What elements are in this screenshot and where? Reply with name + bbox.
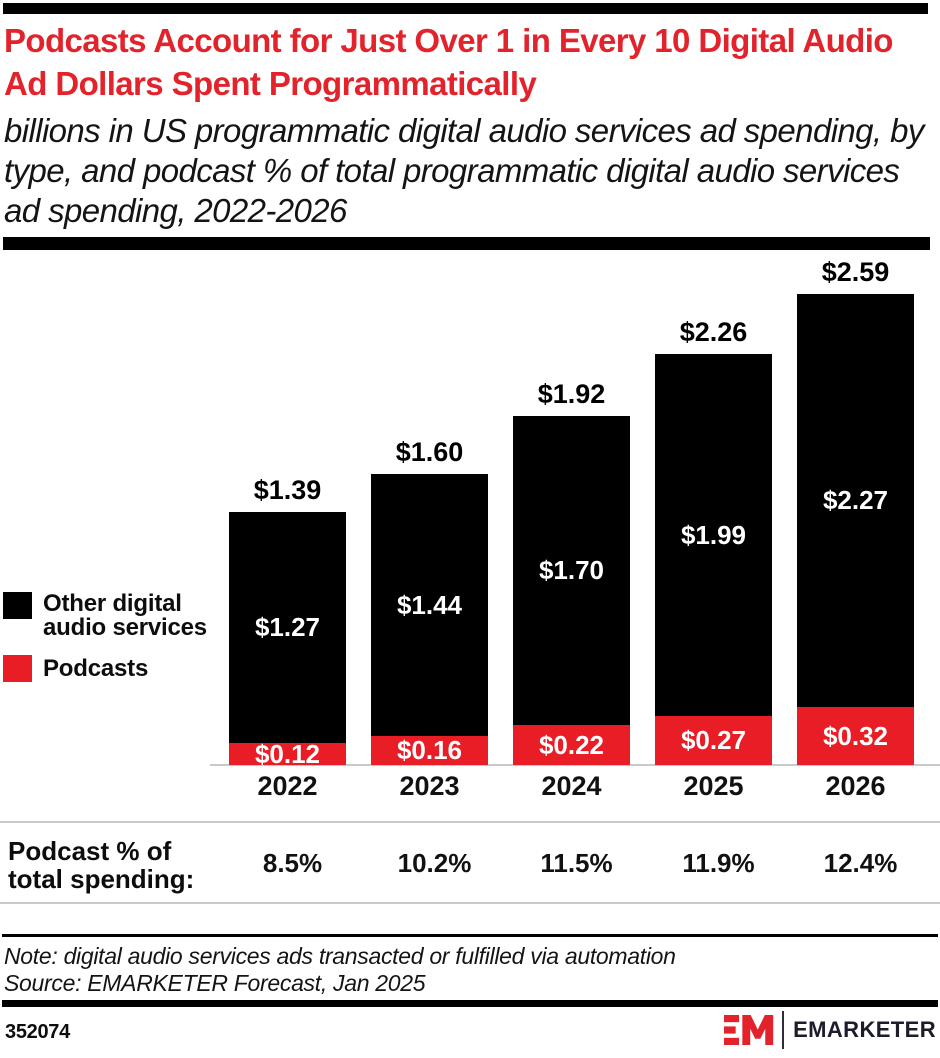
percent-row-value: 10.2% xyxy=(397,848,472,878)
percent-row-value: 11.5% xyxy=(540,848,613,878)
emarketer-logo: EMARKETER xyxy=(724,1010,936,1050)
bar-segment-other: $1.99 xyxy=(655,354,772,716)
bar-value-other: $2.27 xyxy=(822,485,889,515)
emarketer-wordmark: EMARKETER xyxy=(793,1017,936,1042)
bar-total-label: $1.39 xyxy=(253,475,322,505)
bar-segment-podcasts: $0.32 xyxy=(797,707,914,765)
separator-line-bottom xyxy=(0,902,940,904)
bar-value-other: $1.44 xyxy=(396,589,463,620)
footer-divider-bar xyxy=(2,1000,938,1007)
x-axis-tick-label: 2022 xyxy=(257,771,318,801)
bar-value-other: $1.70 xyxy=(538,555,605,585)
separator-line-top xyxy=(0,821,940,823)
bar-segment-other: $1.27 xyxy=(229,512,346,743)
top-divider-bar xyxy=(3,3,928,14)
bar-total-label: $1.60 xyxy=(395,437,464,467)
bar-value-podcasts: $0.16 xyxy=(396,735,463,765)
bar-segment-podcasts: $0.12 xyxy=(229,739,346,769)
bar-segment-other: $1.70 xyxy=(513,416,630,725)
percent-row-value: 8.5% xyxy=(262,848,323,878)
header-divider-bar xyxy=(3,237,930,250)
chart-id: 352074 xyxy=(5,1021,70,1043)
legend-swatch-podcasts-icon xyxy=(3,655,32,682)
legend-swatch-other-icon xyxy=(3,592,32,619)
bar-value-podcasts: $0.27 xyxy=(680,725,747,755)
bar-segment-other: $2.27 xyxy=(797,294,914,707)
bar-segment-podcasts: $0.22 xyxy=(513,725,630,765)
x-axis-tick-label: 2023 xyxy=(399,771,460,801)
chart-subtitle: billions in US programmatic digital audi… xyxy=(4,112,924,229)
footnote-note: Note: digital audio services ads transac… xyxy=(4,943,676,969)
bar-value-podcasts: $0.12 xyxy=(254,738,321,769)
bar-value-podcasts: $0.32 xyxy=(822,720,889,751)
chart-title: Podcasts Account for Just Over 1 in Ever… xyxy=(4,22,893,102)
bar-total-label: $2.26 xyxy=(679,317,748,347)
bar-segment-podcasts: $0.16 xyxy=(371,735,488,765)
bar-value-other: $1.27 xyxy=(254,612,321,642)
bar-segment-podcasts: $0.27 xyxy=(655,716,772,765)
x-axis-line xyxy=(210,764,940,766)
bar-value-podcasts: $0.22 xyxy=(538,729,605,760)
footnote-source: Source: EMARKETER Forecast, Jan 2025 xyxy=(4,970,426,996)
note-divider-bar xyxy=(2,934,938,937)
legend-label-other: Other digital audio services xyxy=(43,590,207,641)
bar-segment-other: $1.44 xyxy=(371,474,488,736)
bar-total-label: $1.92 xyxy=(537,379,606,409)
percent-row-value: 11.9% xyxy=(682,848,755,878)
bar-value-other: $1.99 xyxy=(680,519,747,550)
bar-total-label: $2.59 xyxy=(821,257,890,287)
logo-divider-line xyxy=(782,1011,785,1049)
percent-row-label: Podcast % of total spending: xyxy=(8,836,195,894)
percent-row-value: 12.4% xyxy=(823,848,898,878)
x-axis-tick-label: 2025 xyxy=(683,771,744,801)
em-monogram-icon xyxy=(724,1015,774,1045)
legend-label-podcasts: Podcasts xyxy=(43,655,149,682)
x-axis-tick-label: 2026 xyxy=(825,771,886,801)
x-axis-tick-label: 2024 xyxy=(541,771,602,801)
